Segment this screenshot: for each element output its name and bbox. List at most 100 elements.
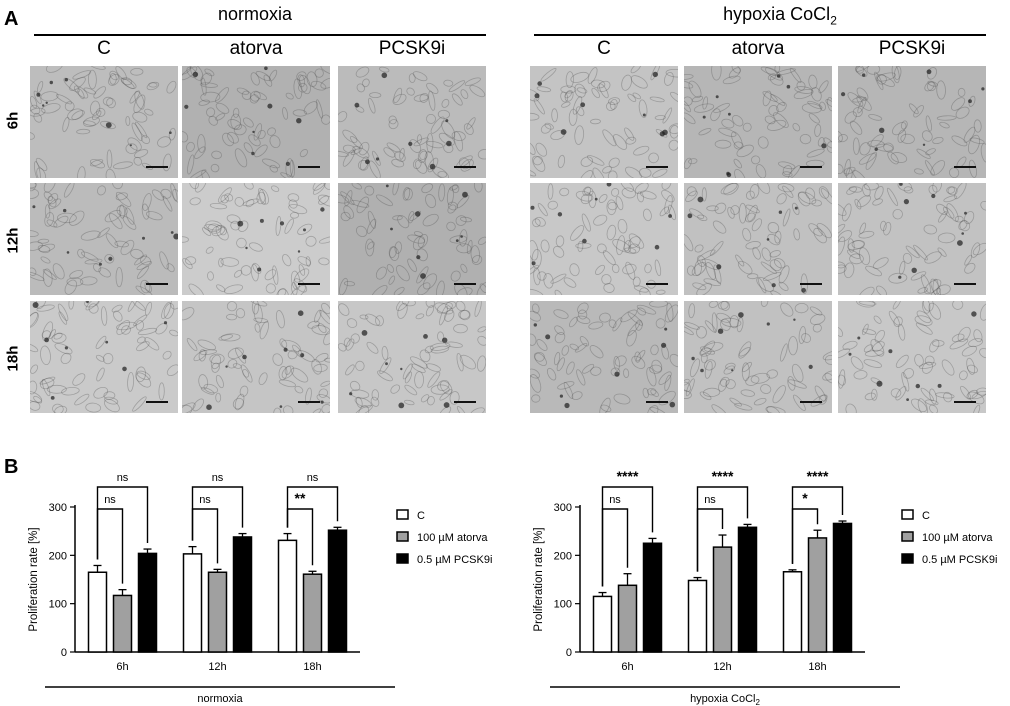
x-tick-label: 6h: [621, 661, 633, 673]
panel-b-letter: B: [4, 456, 19, 478]
scale-bar: [146, 166, 168, 168]
y-tick-label: 100: [554, 599, 572, 611]
bar-12h-1: [712, 546, 733, 653]
y-tick-label: 300: [49, 502, 67, 514]
micrograph-normoxia-c-18h: [30, 301, 178, 413]
y-tick-label: 0: [566, 647, 572, 659]
micrograph-hypoxia-atorva-18h: [684, 301, 832, 413]
micrograph-normoxia-c-6h: [30, 66, 178, 178]
scale-bar: [298, 166, 320, 168]
legend-swatch: [396, 531, 409, 542]
legend-swatch: [901, 553, 914, 564]
hypoxia-header-rule: [534, 34, 986, 36]
scale-bar: [454, 166, 476, 168]
normoxia-title-text: normoxia: [217, 4, 293, 24]
x-tick-label: 18h: [303, 661, 321, 673]
significance-bracket: [696, 486, 749, 572]
significance-bracket: [96, 486, 149, 560]
significance-bracket: [791, 486, 844, 564]
y-tick-label: 100: [49, 599, 67, 611]
significance-label: ns: [307, 472, 319, 484]
legend-label: 100 µM atorva: [417, 532, 488, 544]
micrograph-normoxia-pcsk9i-12h: [338, 183, 486, 295]
micrograph-hypoxia-atorva-12h: [684, 183, 832, 295]
significance-label: ns: [212, 472, 224, 484]
legend-label: 0.5 µM PCSK9i: [922, 554, 997, 566]
micrograph-normoxia-atorva-18h: [182, 301, 330, 413]
micrograph-normoxia-pcsk9i-18h: [338, 301, 486, 413]
row-label-12h: 12h: [4, 227, 22, 254]
scale-bar: [800, 401, 822, 403]
bar-6h-2: [642, 542, 663, 653]
significance-label: ****: [807, 468, 829, 484]
scale-bar: [800, 166, 822, 168]
bar-12h-1: [207, 571, 228, 653]
micrograph-hypoxia-atorva-6h: [684, 66, 832, 178]
normoxia-title: normoxia: [180, 4, 330, 28]
bar-18h-1: [807, 537, 828, 653]
micrograph-normoxia-c-12h: [30, 183, 178, 295]
hypoxia-title-sub: 2: [830, 13, 837, 28]
scale-bar: [646, 401, 668, 403]
y-tick-label: 200: [49, 550, 67, 562]
significance-label: ns: [704, 494, 716, 506]
bar-18h-2: [832, 522, 853, 653]
bar-12h-2: [232, 536, 253, 653]
bar-6h-0: [592, 595, 613, 653]
micrograph-normoxia-pcsk9i-6h: [338, 66, 486, 178]
significance-label: ns: [117, 472, 129, 484]
scale-bar: [646, 166, 668, 168]
scale-bar: [646, 283, 668, 285]
hypoxia-title: hypoxia CoCl2: [680, 4, 880, 28]
col-label-hypoxia-c: C: [597, 38, 611, 59]
legend-label: 0.5 µM PCSK9i: [417, 554, 492, 566]
scale-bar: [954, 283, 976, 285]
micrograph-hypoxia-c-6h: [530, 66, 678, 178]
scale-bar: [298, 283, 320, 285]
micrograph-hypoxia-pcsk9i-18h: [838, 301, 986, 413]
bar-18h-1: [302, 573, 323, 653]
y-tick-label: 300: [554, 502, 572, 514]
col-label-normoxia-c: C: [97, 38, 111, 59]
scale-bar: [954, 166, 976, 168]
y-tick-label: 200: [554, 550, 572, 562]
scale-bar: [146, 401, 168, 403]
col-label-hypoxia-atorva: atorva: [731, 38, 785, 59]
legend-swatch: [901, 531, 914, 542]
y-axis-label: Proliferation rate [%]: [28, 527, 40, 631]
scale-bar: [954, 401, 976, 403]
legend-label: 100 µM atorva: [922, 532, 993, 544]
micrograph-hypoxia-pcsk9i-6h: [838, 66, 986, 178]
significance-label: ns: [609, 494, 621, 506]
significance-label: **: [295, 490, 306, 506]
bar-12h-0: [182, 553, 203, 653]
x-axis-label: hypoxia CoCl2: [690, 693, 760, 706]
bar-6h-2: [137, 552, 158, 653]
normoxia-header-rule: [34, 34, 486, 36]
y-axis-label: Proliferation rate [%]: [533, 527, 545, 631]
x-tick-label: 12h: [208, 661, 226, 673]
legend-swatch: [396, 553, 409, 564]
x-tick-label: 18h: [808, 661, 826, 673]
x-axis-label: normoxia: [197, 693, 243, 705]
scale-bar: [298, 401, 320, 403]
legend-label: C: [922, 510, 930, 522]
micrograph-normoxia-atorva-12h: [182, 183, 330, 295]
col-label-normoxia-atorva: atorva: [229, 38, 283, 59]
panel-a-letter: A: [4, 8, 19, 30]
bar-18h-0: [277, 539, 298, 653]
significance-bracket: [191, 486, 244, 541]
bar-6h-0: [87, 571, 108, 653]
scale-bar: [454, 283, 476, 285]
scale-bar: [454, 401, 476, 403]
scale-bar: [146, 283, 168, 285]
row-label-18h: 18h: [4, 345, 22, 372]
bar-6h-1: [112, 594, 133, 653]
significance-bracket: [601, 486, 654, 587]
row-label-6h: 6h: [4, 111, 22, 130]
legend-label: C: [417, 510, 425, 522]
significance-label: *: [802, 490, 808, 506]
y-tick-label: 0: [61, 647, 67, 659]
